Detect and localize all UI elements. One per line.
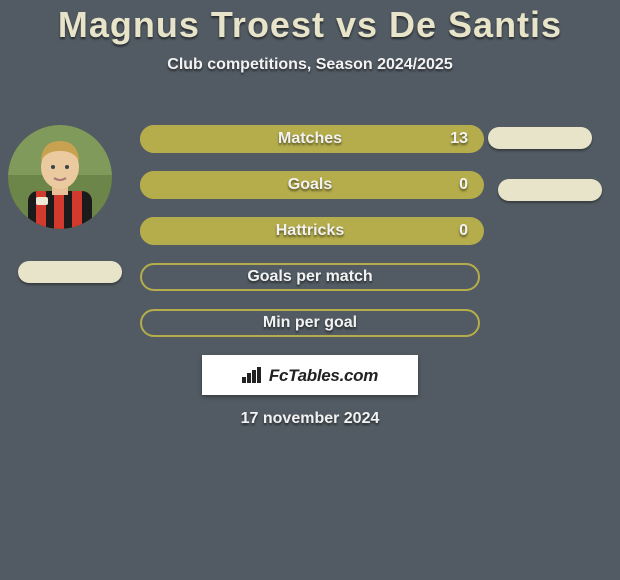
stat-row-value-left: 0	[459, 176, 468, 194]
winner-pill-right	[498, 179, 602, 201]
subtitle: Club competitions, Season 2024/2025	[0, 56, 620, 74]
stat-row-label: Hattricks	[276, 222, 344, 240]
comparison-card: Magnus Troest vs De Santis Club competit…	[0, 0, 620, 580]
stat-row: Min per goal	[140, 309, 480, 337]
avatar-player-left	[8, 125, 112, 229]
winner-pill-left	[18, 261, 122, 283]
stat-row-value-left: 0	[459, 222, 468, 240]
winner-pill-right	[488, 127, 592, 149]
stat-row: Goals 0	[140, 171, 480, 199]
avatar-illustration	[8, 125, 112, 229]
stat-row-value-left: 13	[450, 130, 468, 148]
stat-row-label: Min per goal	[263, 314, 357, 332]
stat-row-label: Matches	[278, 130, 342, 148]
brand-text: FcTables.com	[269, 366, 378, 386]
brand-logo: FcTables.com	[242, 365, 378, 386]
date-text: 17 november 2024	[0, 410, 620, 428]
page-title: Magnus Troest vs De Santis	[0, 0, 620, 46]
stat-row-label: Goals	[288, 176, 332, 194]
brand-box: FcTables.com	[202, 355, 418, 395]
bars-icon	[242, 367, 264, 383]
stat-row: Goals per match	[140, 263, 480, 291]
stat-row-label: Goals per match	[247, 268, 372, 286]
stat-rows: Matches 13 Goals 0 Hattricks 0 Goals per match…	[140, 125, 480, 355]
stat-row: Matches 13	[140, 125, 480, 153]
stat-row: Hattricks 0	[140, 217, 480, 245]
